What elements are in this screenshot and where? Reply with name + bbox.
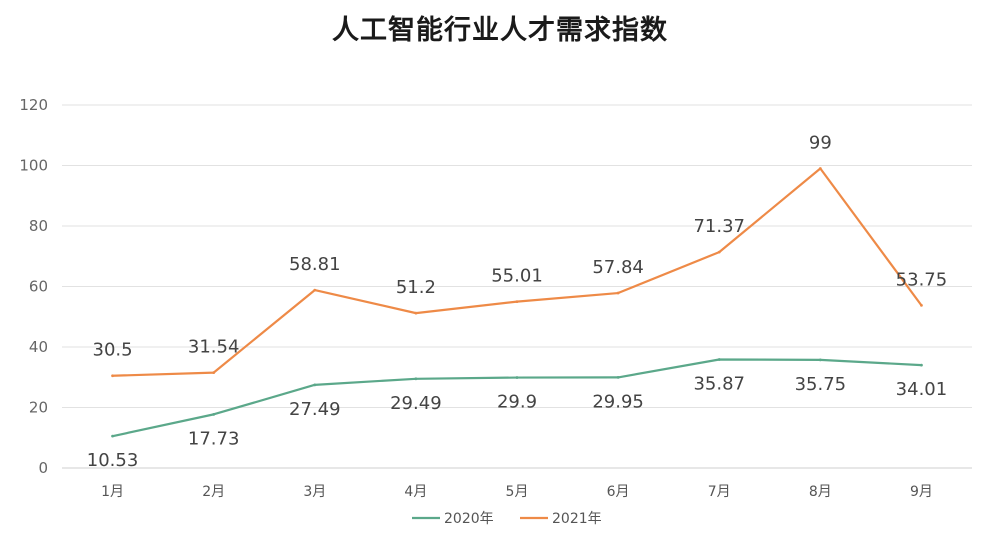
data-label: 58.81 [289, 254, 341, 275]
y-tick-label: 60 [29, 278, 48, 296]
data-point [818, 167, 822, 170]
data-point [616, 291, 620, 295]
data-label: 27.49 [289, 399, 341, 420]
data-point [313, 383, 317, 387]
data-point [212, 412, 216, 416]
data-point [111, 434, 114, 438]
data-point [920, 304, 923, 307]
y-tick-label: 40 [29, 338, 48, 356]
x-tick-label: 8月 [809, 484, 832, 500]
data-label: 57.84 [592, 257, 644, 278]
y-tick-label: 20 [29, 399, 48, 417]
data-label: 30.5 [93, 340, 133, 361]
x-tick-label: 5月 [506, 484, 529, 500]
data-point [414, 377, 418, 381]
data-label: 71.37 [693, 216, 745, 237]
gridlines [62, 104, 972, 469]
data-label: 29.9 [497, 392, 537, 413]
x-tick-label: 9月 [910, 484, 933, 500]
data-point [717, 250, 721, 254]
data-label: 29.95 [592, 391, 644, 412]
x-axis-ticks: 1月 2月 3月 4月 5月 6月 7月 8月 9月 [101, 484, 933, 500]
data-point [313, 288, 317, 292]
data-point [111, 374, 114, 378]
data-label: 51.2 [396, 277, 436, 298]
y-tick-label: 0 [38, 459, 48, 477]
data-point [616, 376, 620, 379]
y-tick-label: 100 [19, 157, 48, 175]
x-tick-label: 6月 [607, 484, 630, 500]
data-label: 31.54 [188, 337, 240, 358]
series-lines [111, 167, 923, 438]
y-tick-label: 80 [29, 217, 48, 235]
data-point [414, 311, 418, 315]
data-label: 35.87 [693, 373, 745, 394]
data-point [717, 358, 721, 361]
data-label: 34.01 [896, 379, 948, 400]
data-label: 53.75 [896, 269, 948, 290]
data-labels: 10.53 17.73 27.49 29.49 29.9 29.95 35.87 35.75 3… [87, 133, 947, 472]
data-point [920, 363, 923, 367]
legend: 2020年 2021年 [412, 511, 602, 527]
data-point [212, 371, 216, 374]
y-tick-label: 120 [19, 96, 48, 114]
data-label: 99 [809, 133, 832, 154]
data-point [818, 358, 822, 362]
x-tick-label: 7月 [708, 484, 731, 500]
data-label: 35.75 [795, 374, 847, 395]
data-label: 10.53 [87, 450, 139, 471]
data-label: 29.49 [390, 393, 442, 414]
data-label: 55.01 [491, 266, 543, 287]
chart-title: 人工智能行业人才需求指数 [332, 15, 668, 46]
x-tick-label: 2月 [202, 484, 225, 500]
y-axis-ticks: 0 20 40 60 80 100 120 [19, 96, 48, 477]
data-label: 17.73 [188, 428, 240, 449]
x-tick-label: 3月 [303, 484, 326, 500]
x-tick-label: 4月 [404, 484, 427, 500]
legend-label: 2020年 [444, 511, 494, 527]
data-point [515, 300, 519, 303]
legend-label: 2021年 [552, 511, 602, 527]
x-tick-label: 1月 [101, 484, 124, 500]
data-point [515, 376, 519, 379]
